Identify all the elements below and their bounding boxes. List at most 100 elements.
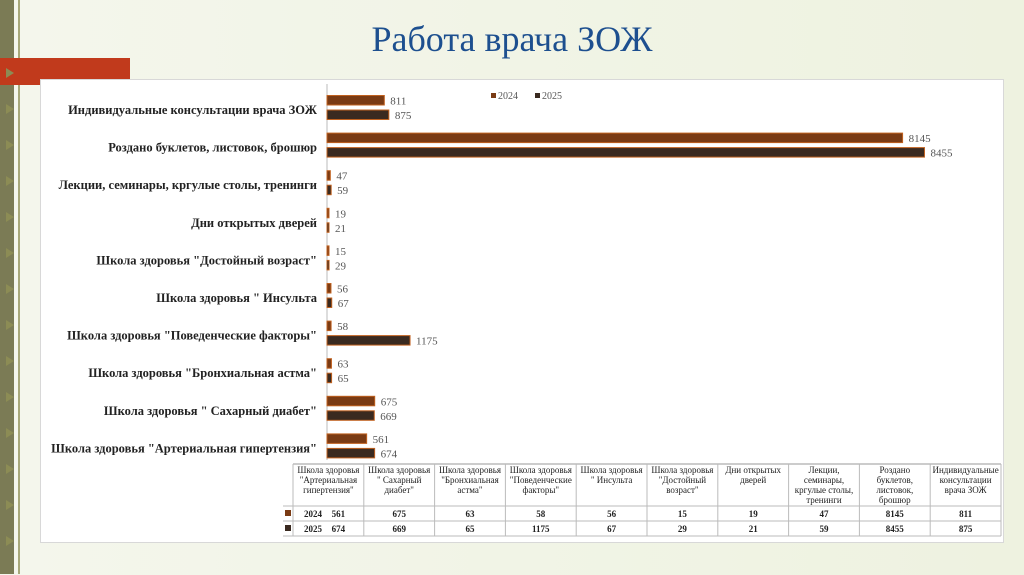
bar-2025 — [326, 222, 330, 233]
data-label: 56 — [337, 284, 349, 296]
table-header-cell: Роздано буклетов, листовок, брошюр — [876, 465, 913, 505]
table-cell: 56 — [607, 509, 617, 519]
bar-2025 — [326, 297, 333, 308]
category-label: Роздано буклетов, листовок, брошюр — [108, 141, 317, 155]
slide-title: Работа врача ЗОЖ — [371, 19, 653, 59]
data-label: 67 — [338, 298, 350, 310]
table-cell: 1175 — [532, 524, 550, 534]
table-cell: 21 — [749, 524, 759, 534]
table-header-cell: Школа здоровья "Артериальная гипертензия" — [297, 465, 359, 495]
table-cell: 8145 — [886, 509, 905, 519]
table-header-cell: Индивидуальные консультации врача ЗОЖ — [932, 465, 998, 495]
table-cell: 63 — [466, 509, 476, 519]
category-label: Школа здоровья "Артериальная гипертензия… — [51, 441, 317, 455]
bar-2025 — [326, 184, 332, 196]
legend-swatch — [491, 93, 496, 98]
chart-legend: 2024 2025 — [491, 91, 562, 102]
table-cell: 67 — [607, 524, 617, 534]
table-header-cell: Школа здоровья " Инсульта — [581, 465, 643, 485]
bar-2024 — [326, 433, 368, 444]
bar-2025 — [326, 109, 390, 120]
bar-2025 — [326, 410, 375, 421]
table-header-cell: Школа здоровья "Бронхиальная астма" — [439, 465, 501, 495]
data-label: 15 — [335, 246, 347, 258]
data-label: 58 — [337, 321, 349, 333]
table-row-swatch — [285, 525, 291, 531]
bar-2024 — [326, 320, 332, 332]
bar-chart: 2024 2025 Индивидуальные консультации врач… — [51, 84, 1002, 537]
data-label: 29 — [335, 260, 347, 272]
legend-label: 2025 — [542, 91, 562, 102]
bar-2024 — [326, 245, 330, 256]
table-cell: 8455 — [886, 524, 905, 534]
category-label: Школа здоровья "Достойный возраст" — [96, 253, 317, 267]
table-cell: 19 — [749, 509, 759, 519]
legend-label: 2024 — [498, 91, 518, 102]
bar-2025 — [326, 372, 333, 384]
table-header-cell: Лекции, семинары, кргулые столы, тренинги — [795, 465, 853, 505]
bar-2025 — [326, 259, 330, 271]
data-label: 21 — [335, 223, 346, 235]
arrow-decor-mark — [6, 392, 14, 402]
data-label: 8145 — [909, 133, 932, 145]
data-label: 1175 — [416, 336, 438, 348]
table-cell: 669 — [392, 524, 406, 534]
data-label: 8455 — [930, 148, 953, 160]
category-label: Школа здоровья " Сахарный диабет" — [104, 404, 317, 418]
arrow-decor-mark — [6, 140, 14, 150]
data-label: 65 — [338, 373, 350, 385]
table-cell: 875 — [959, 524, 973, 534]
data-label: 669 — [380, 411, 397, 423]
category-label: Дни открытых дверей — [191, 216, 317, 230]
category-label: Индивидуальные консультации врача ЗОЖ — [68, 103, 318, 117]
table-header-cell: Школа здоровья " Сахарный диабет" — [368, 465, 430, 495]
category-label: Школа здоровья " Инсульта — [156, 291, 317, 305]
data-label: 59 — [337, 185, 349, 197]
left-decor-line — [18, 0, 20, 574]
category-label: Школа здоровья "Бронхиальная астма" — [88, 366, 317, 380]
arrow-decor-mark — [6, 284, 14, 294]
data-label: 875 — [395, 110, 412, 122]
arrow-decor-mark — [6, 176, 14, 186]
bar-2025 — [326, 335, 411, 346]
chart-panel: 2024 2025 Индивидуальные консультации врач… — [40, 79, 1004, 543]
category-label: Школа здоровья "Поведенческие факторы" — [67, 329, 317, 343]
table-cell: 65 — [466, 524, 476, 534]
data-label: 19 — [335, 208, 347, 220]
bar-2024 — [326, 95, 385, 106]
table-cell: 15 — [678, 509, 688, 519]
bar-2024 — [326, 395, 376, 407]
arrow-decor-mark — [6, 248, 14, 258]
arrow-decor-mark — [6, 536, 14, 546]
arrow-decor-mark — [6, 320, 14, 330]
data-label: 63 — [337, 359, 349, 371]
table-cell: 59 — [820, 524, 830, 534]
data-label: 561 — [373, 434, 390, 446]
arrow-decor-mark — [6, 428, 14, 438]
table-cell: 674 — [332, 524, 346, 534]
arrow-decor-mark — [6, 104, 14, 114]
table-cell: 675 — [392, 509, 406, 519]
data-label: 811 — [390, 96, 406, 108]
table-row-swatch — [285, 510, 291, 516]
arrow-decor-mark — [6, 500, 14, 510]
table-header-cell: Школа здоровья "Достойный возраст" — [651, 465, 713, 495]
bar-2025 — [326, 447, 376, 459]
arrow-decor-mark — [6, 356, 14, 366]
table-header-cell: Школа здоровья "Поведенческие факторы" — [510, 465, 572, 495]
table-cell: 811 — [959, 509, 973, 519]
data-label: 674 — [381, 448, 398, 460]
table-cell: 47 — [820, 509, 830, 519]
bar-2024 — [326, 207, 330, 219]
bar-2024 — [326, 283, 332, 294]
category-label: Лекции, семинары, кргулые столы, тренинг… — [59, 178, 317, 192]
data-label: 47 — [336, 171, 348, 183]
bar-2024 — [326, 358, 332, 369]
arrow-decor-mark — [6, 464, 14, 474]
table-row-label: 2025 — [304, 524, 323, 534]
data-label: 675 — [381, 396, 398, 408]
table-row-label: 2024 — [304, 509, 323, 519]
table-header-cell: Дни открытых дверей — [725, 465, 781, 485]
table-cell: 561 — [332, 509, 346, 519]
arrow-decor-mark — [6, 68, 14, 78]
